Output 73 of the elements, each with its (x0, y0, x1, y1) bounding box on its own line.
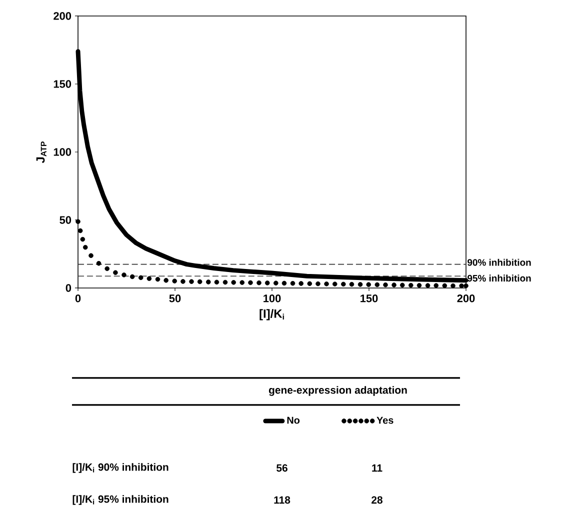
point (96, 260, 102, 266)
y-axis-title: J$_{ATP}$ (36, 142, 46, 164)
point (231, 280, 236, 285)
legend-label: No (287, 416, 300, 424)
x-axis-title: [I]/K$_{i}$ (260, 309, 284, 320)
point (146, 276, 152, 281)
point (264, 280, 270, 286)
point (122, 272, 126, 278)
point (273, 280, 278, 286)
text: 11 (372, 464, 382, 472)
point (459, 283, 464, 288)
point (374, 282, 380, 288)
point (450, 283, 456, 288)
point (82, 244, 88, 250)
y-tick-label: 100 (54, 148, 72, 156)
point (130, 274, 135, 280)
point (180, 279, 186, 284)
point (104, 266, 110, 272)
point (358, 282, 363, 287)
point (78, 228, 83, 234)
y-tick-label: 0 (66, 284, 72, 292)
text: [I]/K$_{i}$ 90% inhibition (72, 463, 168, 473)
point (434, 283, 439, 288)
point (400, 282, 405, 288)
ref-line-label: 90% inhibition (468, 258, 531, 266)
point (349, 282, 354, 287)
point (206, 280, 211, 284)
y-tick-label: 50 (60, 216, 72, 224)
y-tick-label: 200 (54, 12, 72, 20)
x-tick-label: 50 (169, 294, 181, 302)
text: 118 (274, 496, 290, 504)
x-tick-label: 0 (75, 294, 81, 302)
point (80, 236, 86, 242)
text: 56 (276, 464, 288, 472)
point (172, 278, 178, 284)
point (332, 282, 338, 286)
point (113, 270, 118, 276)
y-tick-label: 150 (54, 80, 72, 88)
x-tick-label: 150 (360, 294, 378, 302)
point (155, 276, 160, 282)
point (341, 282, 346, 287)
point (256, 280, 262, 286)
point (416, 283, 422, 288)
point (408, 282, 414, 288)
legend-title: gene-expression adaptation (268, 386, 407, 396)
point (248, 280, 253, 286)
point (222, 280, 228, 285)
point (164, 278, 168, 283)
point (298, 281, 304, 286)
point (88, 253, 94, 258)
point (76, 219, 80, 224)
point (282, 280, 287, 286)
point (240, 280, 245, 285)
text: 28 (372, 496, 382, 504)
x-tick-label: 200 (457, 294, 475, 302)
point (316, 281, 320, 286)
ref-line-label: 95% inhibition (468, 274, 531, 282)
text: [I]/K$_{i}$ 95% inhibition (72, 495, 168, 505)
point (425, 283, 430, 288)
x-tick-label: 100 (264, 294, 281, 302)
point (138, 275, 144, 280)
point (214, 280, 220, 285)
point (383, 282, 388, 288)
point (366, 282, 372, 287)
point (442, 283, 448, 288)
point (307, 281, 312, 286)
point (197, 279, 202, 284)
point (392, 282, 396, 288)
point (290, 280, 296, 286)
point (464, 283, 468, 288)
point (189, 279, 194, 284)
point (324, 282, 329, 286)
legend-label: Yes (376, 416, 394, 424)
